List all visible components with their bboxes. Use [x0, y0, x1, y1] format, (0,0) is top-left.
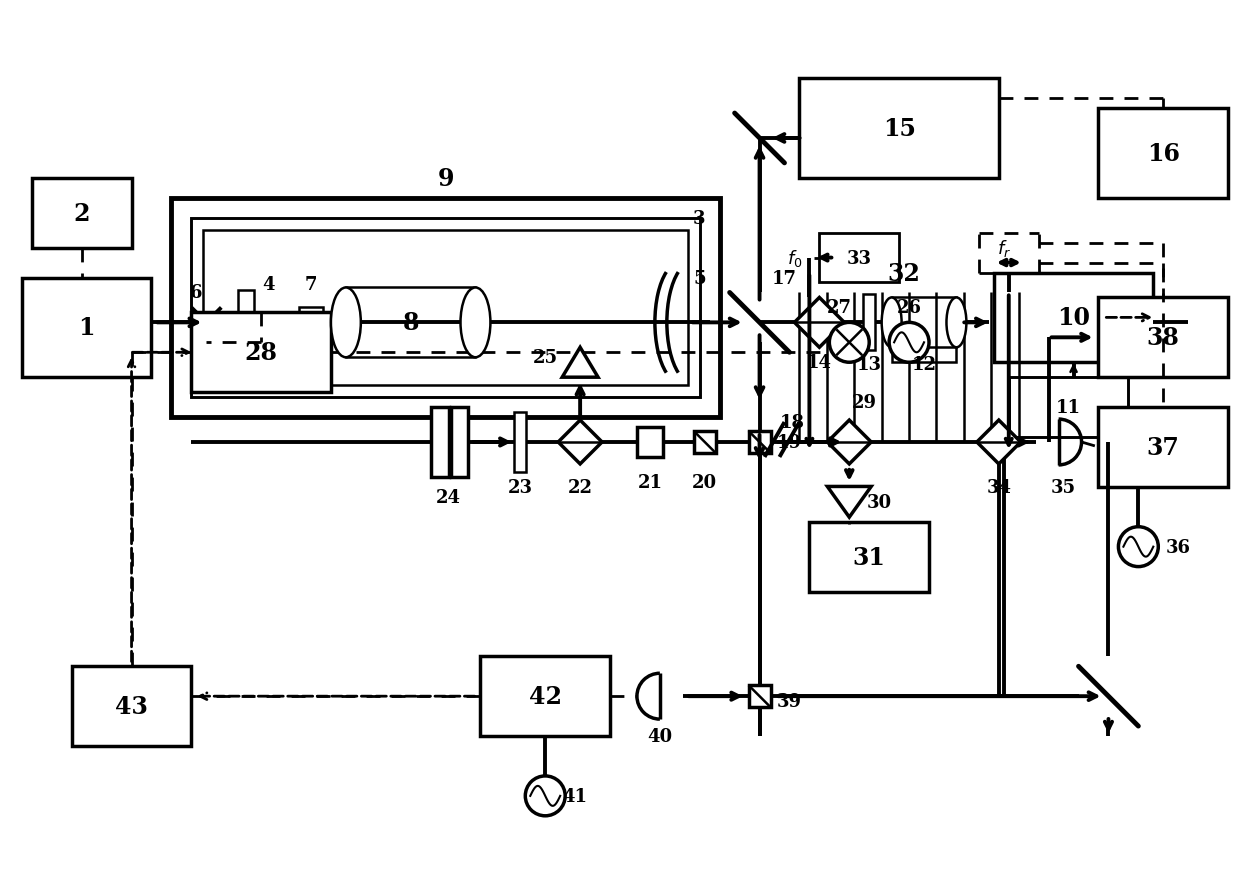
Text: 9: 9 [438, 167, 454, 190]
Bar [238, 291, 254, 355]
Text: 43: 43 [115, 695, 148, 718]
Polygon shape [795, 298, 844, 348]
Bar [693, 431, 715, 453]
Text: 10: 10 [1056, 306, 1090, 330]
Bar [191, 313, 331, 393]
Text: 7: 7 [305, 276, 317, 294]
Bar [800, 79, 998, 179]
Text: 2: 2 [73, 202, 91, 225]
Bar [32, 179, 131, 248]
Polygon shape [827, 487, 872, 517]
Bar [72, 667, 191, 746]
Circle shape [526, 776, 565, 816]
Text: 41: 41 [563, 787, 588, 805]
Text: 20: 20 [692, 474, 717, 491]
Text: 13: 13 [857, 356, 882, 374]
Bar [203, 231, 688, 386]
Bar [993, 274, 1153, 363]
Text: 12: 12 [911, 356, 936, 374]
Text: 18: 18 [780, 414, 805, 431]
Text: 26: 26 [897, 299, 921, 317]
Text: 16: 16 [1147, 142, 1179, 166]
Text: 29: 29 [852, 394, 877, 411]
Ellipse shape [882, 298, 901, 348]
Bar [1009, 378, 1128, 438]
Polygon shape [827, 421, 872, 465]
Text: 39: 39 [777, 692, 802, 710]
Text: 11: 11 [1056, 399, 1081, 417]
Text: 40: 40 [647, 727, 672, 745]
Ellipse shape [331, 289, 361, 358]
Text: 31: 31 [853, 545, 885, 569]
Bar [191, 218, 699, 397]
Bar [863, 296, 875, 351]
Bar [515, 412, 526, 473]
Text: 25: 25 [533, 349, 558, 367]
Text: 14: 14 [807, 353, 832, 372]
Text: 17: 17 [773, 269, 797, 287]
Bar [346, 289, 475, 358]
Text: $f_0$: $f_0$ [786, 248, 802, 268]
Bar [430, 408, 449, 477]
Text: 8: 8 [403, 311, 419, 335]
Text: 42: 42 [528, 684, 562, 709]
Text: 33: 33 [847, 249, 872, 267]
Bar [892, 313, 956, 363]
Text: 1: 1 [78, 316, 95, 340]
Text: 6: 6 [190, 284, 202, 302]
Bar [749, 431, 770, 453]
Bar [22, 278, 151, 378]
Text: 34: 34 [986, 478, 1012, 496]
Text: 38: 38 [1147, 326, 1179, 350]
Bar [637, 428, 663, 458]
Text: 32: 32 [888, 261, 920, 285]
Ellipse shape [946, 298, 966, 348]
Bar [1099, 408, 1228, 488]
Text: 3: 3 [692, 210, 704, 227]
Text: 4: 4 [262, 276, 274, 294]
Bar [171, 198, 719, 417]
Bar [1099, 109, 1228, 198]
Text: 21: 21 [637, 474, 662, 491]
Bar [749, 686, 770, 708]
Text: 15: 15 [883, 117, 915, 141]
Text: 37: 37 [1147, 436, 1179, 460]
Text: 36: 36 [1166, 538, 1190, 556]
Bar [820, 233, 899, 283]
Text: 22: 22 [568, 478, 593, 496]
Circle shape [889, 323, 929, 363]
Text: 28: 28 [244, 341, 278, 365]
Bar [480, 657, 610, 736]
Polygon shape [558, 421, 603, 465]
Circle shape [830, 323, 869, 363]
Text: 30: 30 [867, 493, 892, 511]
Text: 35: 35 [1052, 478, 1076, 496]
Bar [810, 522, 929, 592]
Text: 24: 24 [436, 488, 461, 506]
Bar [299, 308, 322, 338]
Polygon shape [977, 421, 1021, 465]
Bar [1099, 298, 1228, 378]
Bar [892, 298, 956, 348]
Text: 23: 23 [508, 478, 533, 496]
Text: 27: 27 [827, 299, 852, 317]
Circle shape [1118, 527, 1158, 567]
Bar [450, 408, 469, 477]
Ellipse shape [460, 289, 490, 358]
Text: $f_r$: $f_r$ [997, 238, 1011, 259]
Polygon shape [562, 348, 598, 378]
Text: 19: 19 [777, 433, 802, 452]
Text: 5: 5 [693, 269, 706, 287]
